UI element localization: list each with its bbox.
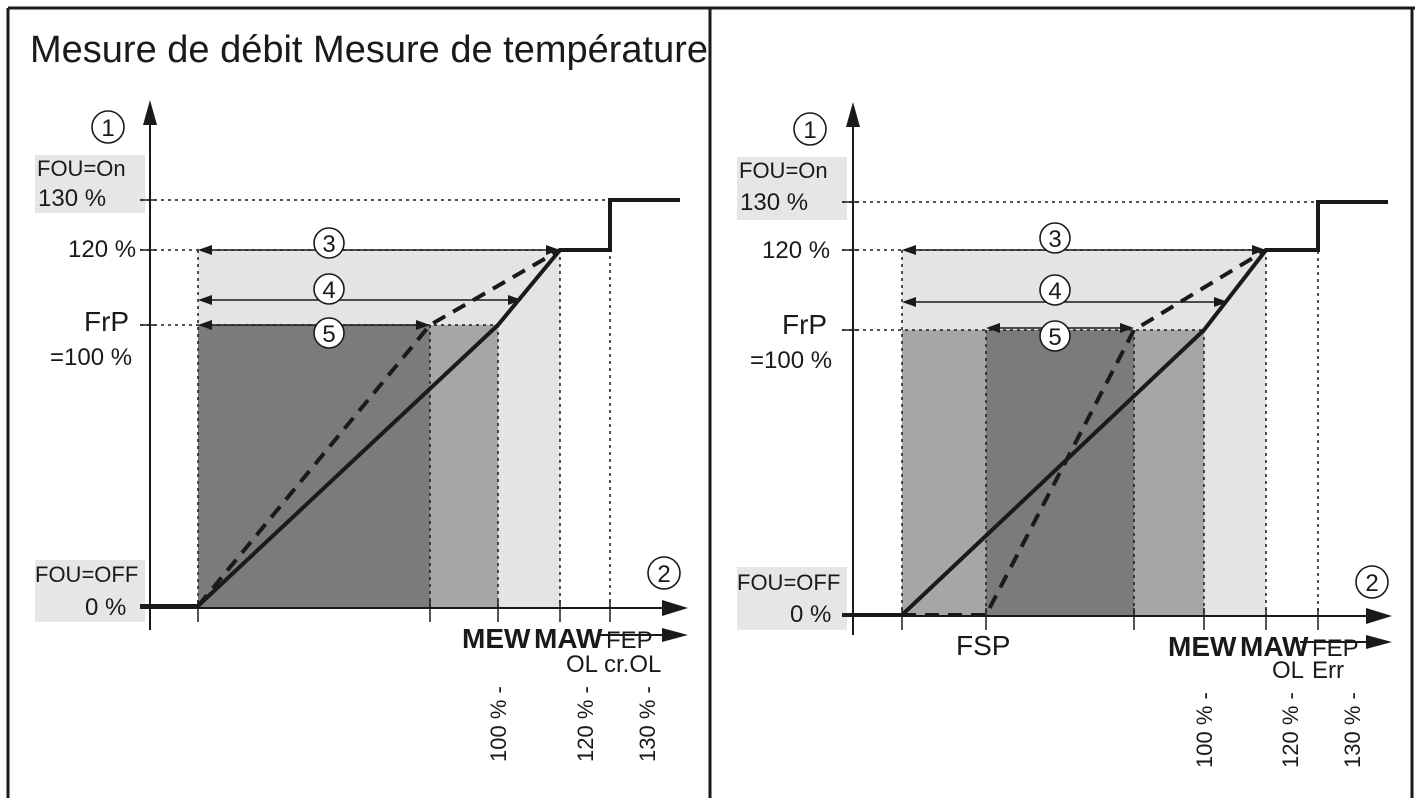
right-callout-4-label: 4 bbox=[1048, 278, 1061, 305]
right-callout-3 bbox=[1039, 222, 1071, 254]
right-frp: FrP bbox=[782, 309, 827, 340]
page-title: Mesure de débit Mesure de température bbox=[30, 29, 708, 71]
right-fou-off: FOU=OFF bbox=[737, 570, 840, 595]
left-callout-5-label: 5 bbox=[322, 321, 335, 348]
left-y130: 130 % bbox=[38, 185, 106, 212]
left-y0: 0 % bbox=[85, 594, 126, 621]
left-fou-on-bg bbox=[35, 155, 145, 213]
left-fou-off: FOU=OFF bbox=[35, 562, 138, 587]
left-fou-on: FOU=On bbox=[37, 156, 126, 181]
left-x-maw: MAW bbox=[534, 623, 603, 654]
right-y-marker bbox=[793, 112, 827, 146]
left-x-ol: OL bbox=[566, 651, 598, 678]
left-fou-off-bg bbox=[35, 560, 145, 622]
left-x2-arrow-icon bbox=[662, 628, 688, 642]
left-dashed-curve bbox=[196, 248, 561, 608]
right-fou-off-bg bbox=[737, 567, 847, 630]
left-y-marker-label: 1 bbox=[101, 115, 114, 142]
right-x-mew: MEW bbox=[1168, 631, 1237, 662]
right-x-fsp: FSP bbox=[956, 630, 1010, 661]
right-x-fep: FEP bbox=[1312, 635, 1359, 662]
right-fou-on-bg bbox=[737, 157, 847, 220]
right-callout-4 bbox=[1039, 274, 1071, 306]
left-x-crol: cr.OL bbox=[604, 651, 661, 678]
left-callout-3-label: 3 bbox=[322, 231, 335, 258]
left-callout-4-label: 4 bbox=[322, 277, 335, 304]
right-callout-5-label: 5 bbox=[1048, 324, 1061, 351]
left-x130: 130 % - bbox=[635, 686, 660, 762]
left-x-marker bbox=[647, 556, 681, 590]
left-x-mew: MEW bbox=[462, 623, 531, 654]
right-callout-3-label: 3 bbox=[1048, 226, 1061, 253]
left-x120: 120 % - bbox=[573, 686, 598, 762]
left-range-arrows bbox=[200, 249, 558, 326]
left-callout-4 bbox=[313, 273, 345, 305]
right-panel: 3 4 5 1 2 FOU=On 130 % 120 % FrP =100 % … bbox=[737, 102, 1392, 768]
left-x-marker-label: 2 bbox=[657, 561, 670, 588]
right-x120: 120 % - bbox=[1278, 692, 1303, 768]
right-frp-value: =100 % bbox=[750, 347, 832, 374]
right-x-err: Err bbox=[1312, 657, 1344, 684]
right-y0: 0 % bbox=[790, 601, 831, 628]
left-panel: 3 4 5 1 2 FOU=On 130 % 120 % FrP =100 % … bbox=[35, 100, 688, 762]
left-callout-5 bbox=[313, 317, 345, 349]
right-y130: 130 % bbox=[740, 189, 808, 216]
right-x-marker-label: 2 bbox=[1365, 570, 1378, 597]
right-y-marker-label: 1 bbox=[803, 117, 816, 144]
left-x-arrow-icon bbox=[662, 600, 688, 616]
right-callout-5 bbox=[1039, 320, 1071, 352]
left-x100: 100 % - bbox=[486, 686, 511, 762]
right-x2-arrow-icon bbox=[1366, 635, 1392, 649]
right-fou-on: FOU=On bbox=[739, 158, 828, 183]
right-x-ol: OL bbox=[1272, 657, 1304, 684]
left-y-arrow-icon bbox=[143, 100, 157, 125]
left-y120: 120 % bbox=[68, 236, 136, 263]
left-frp-value: =100 % bbox=[50, 344, 132, 371]
right-x-marker bbox=[1355, 565, 1389, 599]
right-x100: 100 % - bbox=[1192, 692, 1217, 768]
right-x130: 130 % - bbox=[1340, 692, 1365, 768]
right-y120: 120 % bbox=[762, 237, 830, 264]
left-x-fep: FEP bbox=[606, 627, 653, 654]
right-y-arrow-icon bbox=[846, 102, 860, 127]
right-x-maw: MAW bbox=[1240, 631, 1309, 662]
left-callout-3 bbox=[313, 227, 345, 259]
left-frp: FrP bbox=[84, 306, 129, 337]
right-x-arrow-icon bbox=[1366, 608, 1392, 624]
left-y-marker bbox=[91, 110, 125, 144]
